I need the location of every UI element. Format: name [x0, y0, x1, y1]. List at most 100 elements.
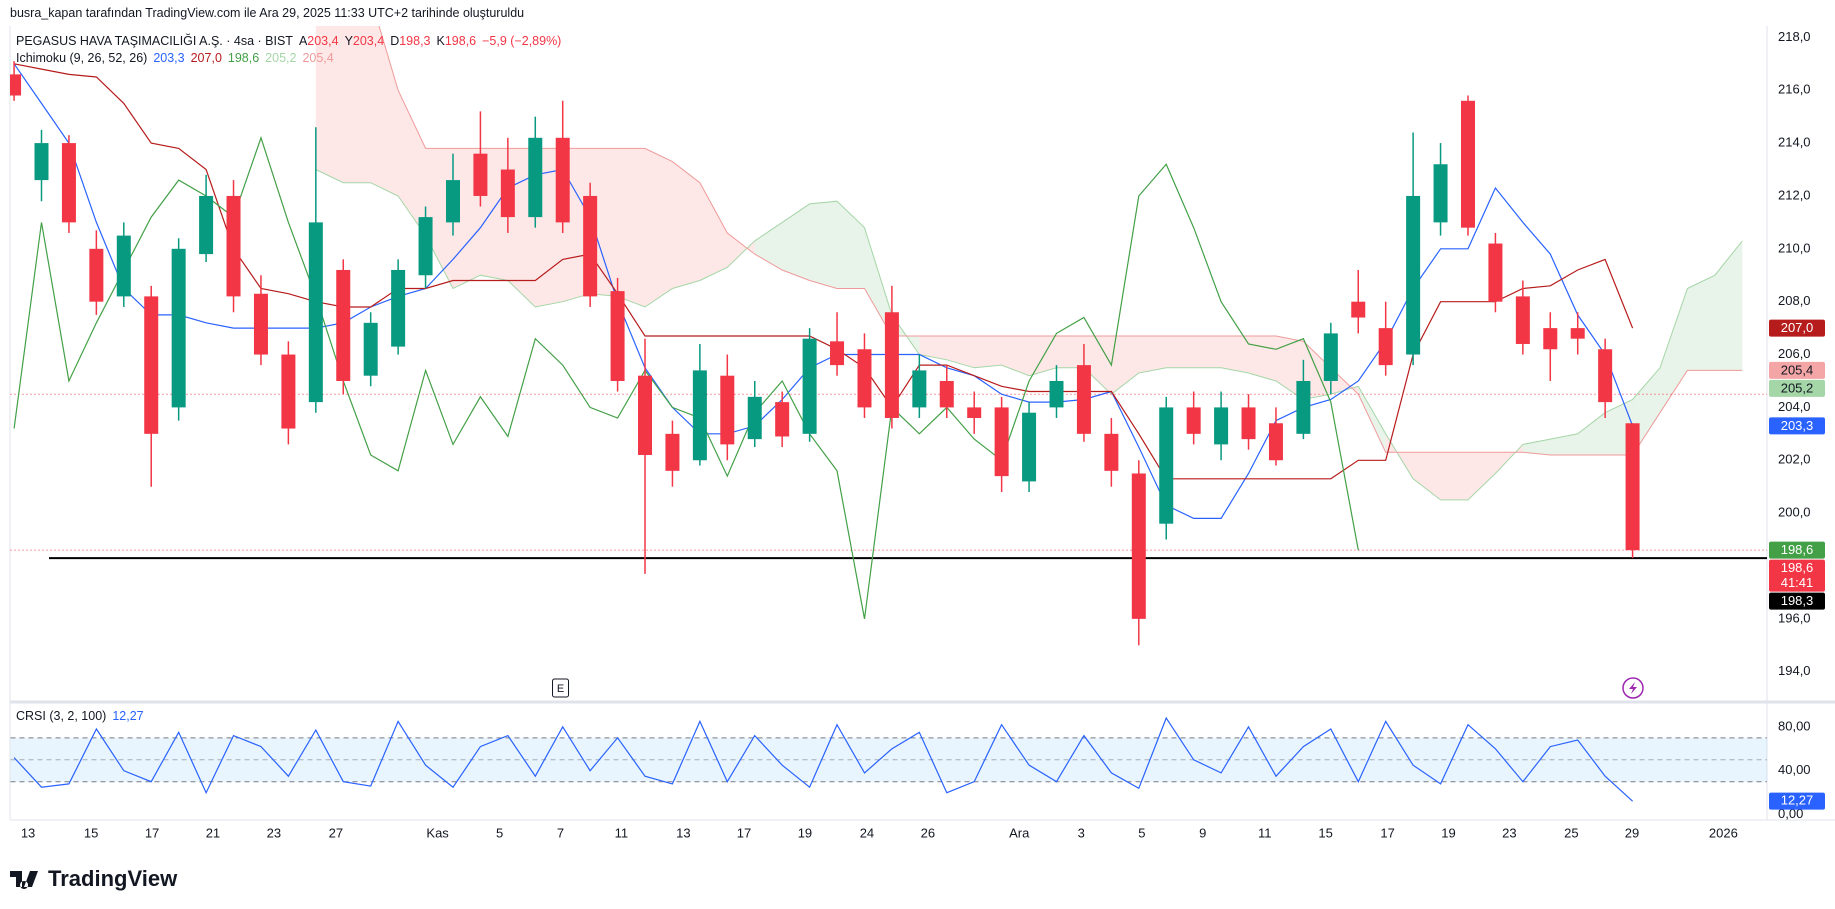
event-marker[interactable]: E: [552, 678, 570, 698]
candle-body: [1159, 407, 1174, 524]
y-tick-label: 40,00: [1778, 762, 1811, 777]
x-tick-label: 2026: [1709, 825, 1738, 840]
cloud-segment: [727, 232, 755, 268]
candle-body: [1323, 333, 1338, 381]
x-tick-label: 11: [1258, 825, 1272, 840]
price-label: 198,3: [1781, 593, 1814, 608]
candle-body: [1296, 380, 1311, 434]
cloud-segment: [1358, 386, 1386, 453]
candle-body: [1378, 328, 1393, 366]
footer-logo[interactable]: TradingView: [10, 866, 177, 892]
candle-body: [830, 341, 845, 366]
price-label-box: [1769, 592, 1825, 610]
candle-body: [61, 143, 76, 223]
candle-body: [857, 349, 872, 408]
cloud-segment: [1660, 288, 1688, 413]
cloud-segment: [343, 26, 371, 183]
candle-body: [665, 433, 680, 471]
x-tick-label: 26: [921, 825, 935, 840]
indicator-value: 205,4: [302, 51, 334, 65]
candle-body: [1625, 423, 1640, 551]
crsi-legend: CRSI (3, 2, 100) 12,27: [16, 709, 150, 723]
cloud-segment: [1166, 336, 1194, 368]
cloud-segment: [1467, 452, 1496, 500]
cloud-segment: [837, 201, 865, 289]
ohlc-value: 198,3: [399, 34, 431, 48]
indicator-value: 12,27: [112, 709, 144, 723]
candle-body: [418, 217, 433, 276]
crsi-value-box: [1769, 792, 1825, 810]
candle-body: [116, 235, 131, 297]
attribution: busra_kapan tarafından TradingView.com i…: [10, 6, 525, 20]
x-tick-label: 24: [860, 825, 874, 840]
candle-body: [281, 354, 296, 429]
candle-body: [1076, 365, 1091, 434]
candle-body: [89, 248, 104, 302]
cloud-segment: [1056, 336, 1084, 368]
candle-body: [391, 269, 406, 347]
y-tick-label: 212,0: [1778, 187, 1811, 202]
cloud-segment: [617, 148, 646, 307]
x-tick-label: 17: [1380, 825, 1394, 840]
candle-body: [1598, 349, 1613, 403]
indicator-value: 205,2: [265, 51, 297, 65]
cloud-segment: [782, 203, 810, 281]
y-tick-label: 80,00: [1778, 718, 1811, 733]
logo-icon: [10, 871, 38, 889]
candle-body: [1351, 301, 1366, 318]
ohlc-key: D: [390, 34, 400, 48]
crsi-value-label: 12,27: [1781, 793, 1814, 808]
ohlc-key: Y: [344, 34, 353, 48]
x-tick-label: 21: [206, 825, 220, 840]
candle-body: [144, 296, 159, 434]
y-tick-label: 210,0: [1778, 240, 1811, 255]
price-label: 198,6: [1781, 560, 1814, 575]
candle-body: [473, 153, 488, 196]
y-tick-label: 196,0: [1778, 610, 1811, 625]
countdown: 41:41: [1781, 575, 1814, 590]
cloud-segment: [809, 201, 838, 289]
price-label-box: [1769, 541, 1825, 559]
x-tick-label: 9: [1199, 825, 1206, 840]
x-tick-label: 27: [329, 825, 343, 840]
x-tick-label: 15: [84, 825, 98, 840]
candle-body: [720, 375, 735, 445]
x-tick-label: 23: [1502, 825, 1516, 840]
candle-body: [1543, 328, 1558, 350]
cloud-segment: [1001, 336, 1030, 376]
y-tick-label: 194,0: [1778, 663, 1811, 678]
candle-body: [747, 396, 762, 440]
candle-body: [692, 370, 707, 461]
candle-body: [610, 291, 625, 381]
cloud-segment: [1138, 336, 1167, 374]
price-label: 207,0: [1781, 320, 1814, 335]
lightning-icon[interactable]: [1622, 677, 1644, 699]
price-label: 205,2: [1781, 380, 1814, 395]
y-tick-label: 214,0: [1778, 135, 1811, 150]
candle-body: [445, 180, 460, 223]
y-tick-label: 202,0: [1778, 452, 1811, 467]
cloud-segment: [946, 336, 975, 368]
cloud-segment: [398, 90, 426, 236]
candle-body: [555, 137, 570, 223]
ohlc-key: K: [436, 34, 445, 48]
candle-body: [1049, 380, 1064, 408]
symbol-legend: PEGASUS HAVA TAŞIMACILIĞI A.Ş. · 4sa · B…: [16, 34, 567, 48]
ichimoku-legend: Ichimoku (9, 26, 52, 26) 203,3 207,0 198,6 2…: [16, 51, 340, 65]
candle-body: [171, 248, 186, 408]
cloud-segment: [1522, 439, 1551, 455]
x-tick-label: 3: [1078, 825, 1085, 840]
y-tick-label: 216,0: [1778, 82, 1811, 97]
y-tick-label: 0,00: [1778, 806, 1803, 821]
candle-body: [994, 407, 1009, 477]
candle-body: [1241, 407, 1256, 440]
candle-body: [34, 143, 49, 181]
cloud-segment: [1029, 336, 1057, 376]
candle-body: [884, 312, 899, 418]
ohlc-value: 203,4: [307, 34, 339, 48]
candle-body: [775, 402, 790, 437]
cloud-segment: [1248, 336, 1276, 381]
ichimoku-line: [13, 63, 1634, 480]
x-tick-label: 29: [1625, 825, 1639, 840]
